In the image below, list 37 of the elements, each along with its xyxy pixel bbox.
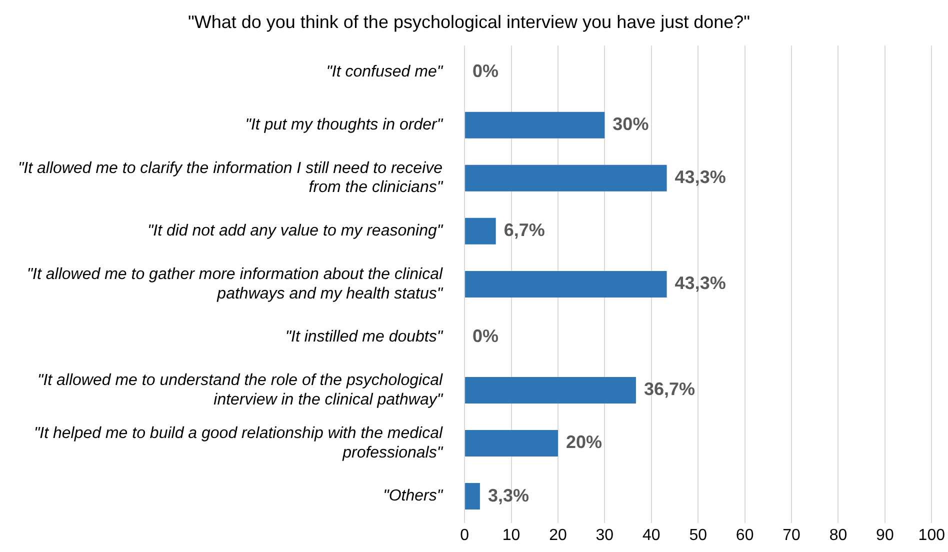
bar: [465, 270, 667, 298]
bar: [465, 218, 496, 244]
data-label: 20%: [566, 432, 602, 452]
x-tick-label: 20: [549, 526, 567, 544]
y-tick-label: "It allowed me to gather more information about the clinical pathways and my health status": [26, 266, 444, 302]
x-tick-label: 100: [918, 526, 946, 544]
data-label: 43,3%: [674, 273, 726, 294]
data-label: 3,3%: [488, 485, 529, 506]
y-tick-label: "It instilled me doubts": [285, 328, 444, 346]
x-tick-label: 90: [876, 526, 894, 544]
data-label: 43,3%: [674, 167, 726, 188]
y-tick-label: "It put my thoughts in order": [245, 116, 444, 134]
x-tick-label: 80: [829, 526, 848, 544]
x-tick-label: 0: [460, 526, 470, 544]
x-tick-label: 30: [596, 526, 614, 544]
data-label: 0%: [472, 326, 499, 346]
x-tick-label: 40: [642, 526, 660, 544]
y-tick-label: "It allowed me to clarify the information I still need to receive from the clinicians": [18, 160, 444, 196]
x-tick-label: 10: [502, 526, 520, 544]
y-tick-label: "It helped me to build a good relationship with the medical professionals": [34, 425, 444, 462]
bar: [465, 483, 480, 510]
data-label: 36,7%: [644, 379, 696, 400]
x-tick-label: 60: [736, 526, 754, 544]
x-tick-label: 50: [689, 526, 708, 544]
y-tick-label: "It confused me": [326, 64, 444, 81]
data-label: 6,7%: [504, 220, 545, 240]
chart-title: "What do you think of the psychological interview you have just done?": [188, 12, 750, 32]
bar: [465, 376, 636, 404]
y-tick-label: "It did not add any value to my reasoning": [147, 222, 444, 240]
data-label: 0%: [472, 61, 499, 82]
y-tick-label: "It allowed me to understand the role of the psychological interview in the clinical pathway": [38, 372, 444, 408]
y-tick-label: "Others": [383, 488, 444, 505]
x-tick-label: 70: [782, 526, 801, 544]
bar: [465, 164, 667, 192]
data-label: 30%: [612, 114, 649, 134]
bar: [465, 430, 558, 457]
bar: [465, 112, 605, 138]
